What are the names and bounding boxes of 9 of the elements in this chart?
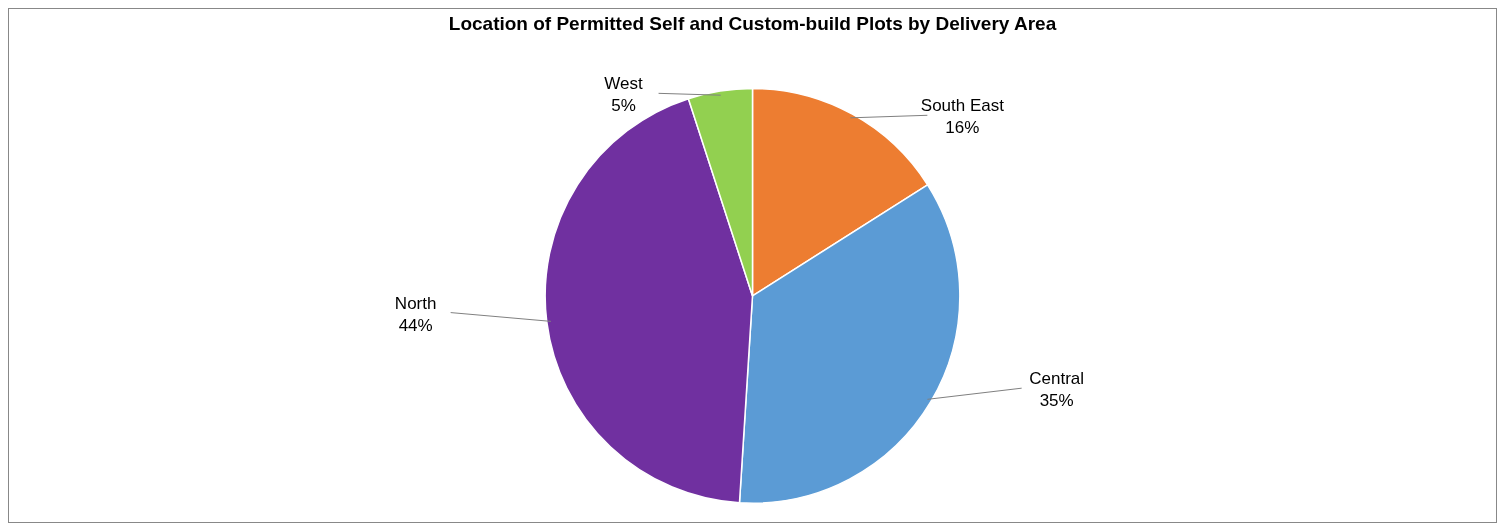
data-label: 44%	[398, 315, 433, 335]
slice-label: South East	[920, 96, 1005, 116]
slice-label: West	[604, 74, 644, 94]
data-label: 5%	[611, 96, 636, 116]
slice-label: Central	[1029, 369, 1085, 389]
slice-label: North	[394, 293, 437, 313]
chart-title: Location of Permitted Self and Custom-build Plots by Delivery Area	[448, 12, 1057, 34]
data-label: 35%	[1039, 391, 1074, 411]
data-label: 16%	[945, 118, 980, 138]
